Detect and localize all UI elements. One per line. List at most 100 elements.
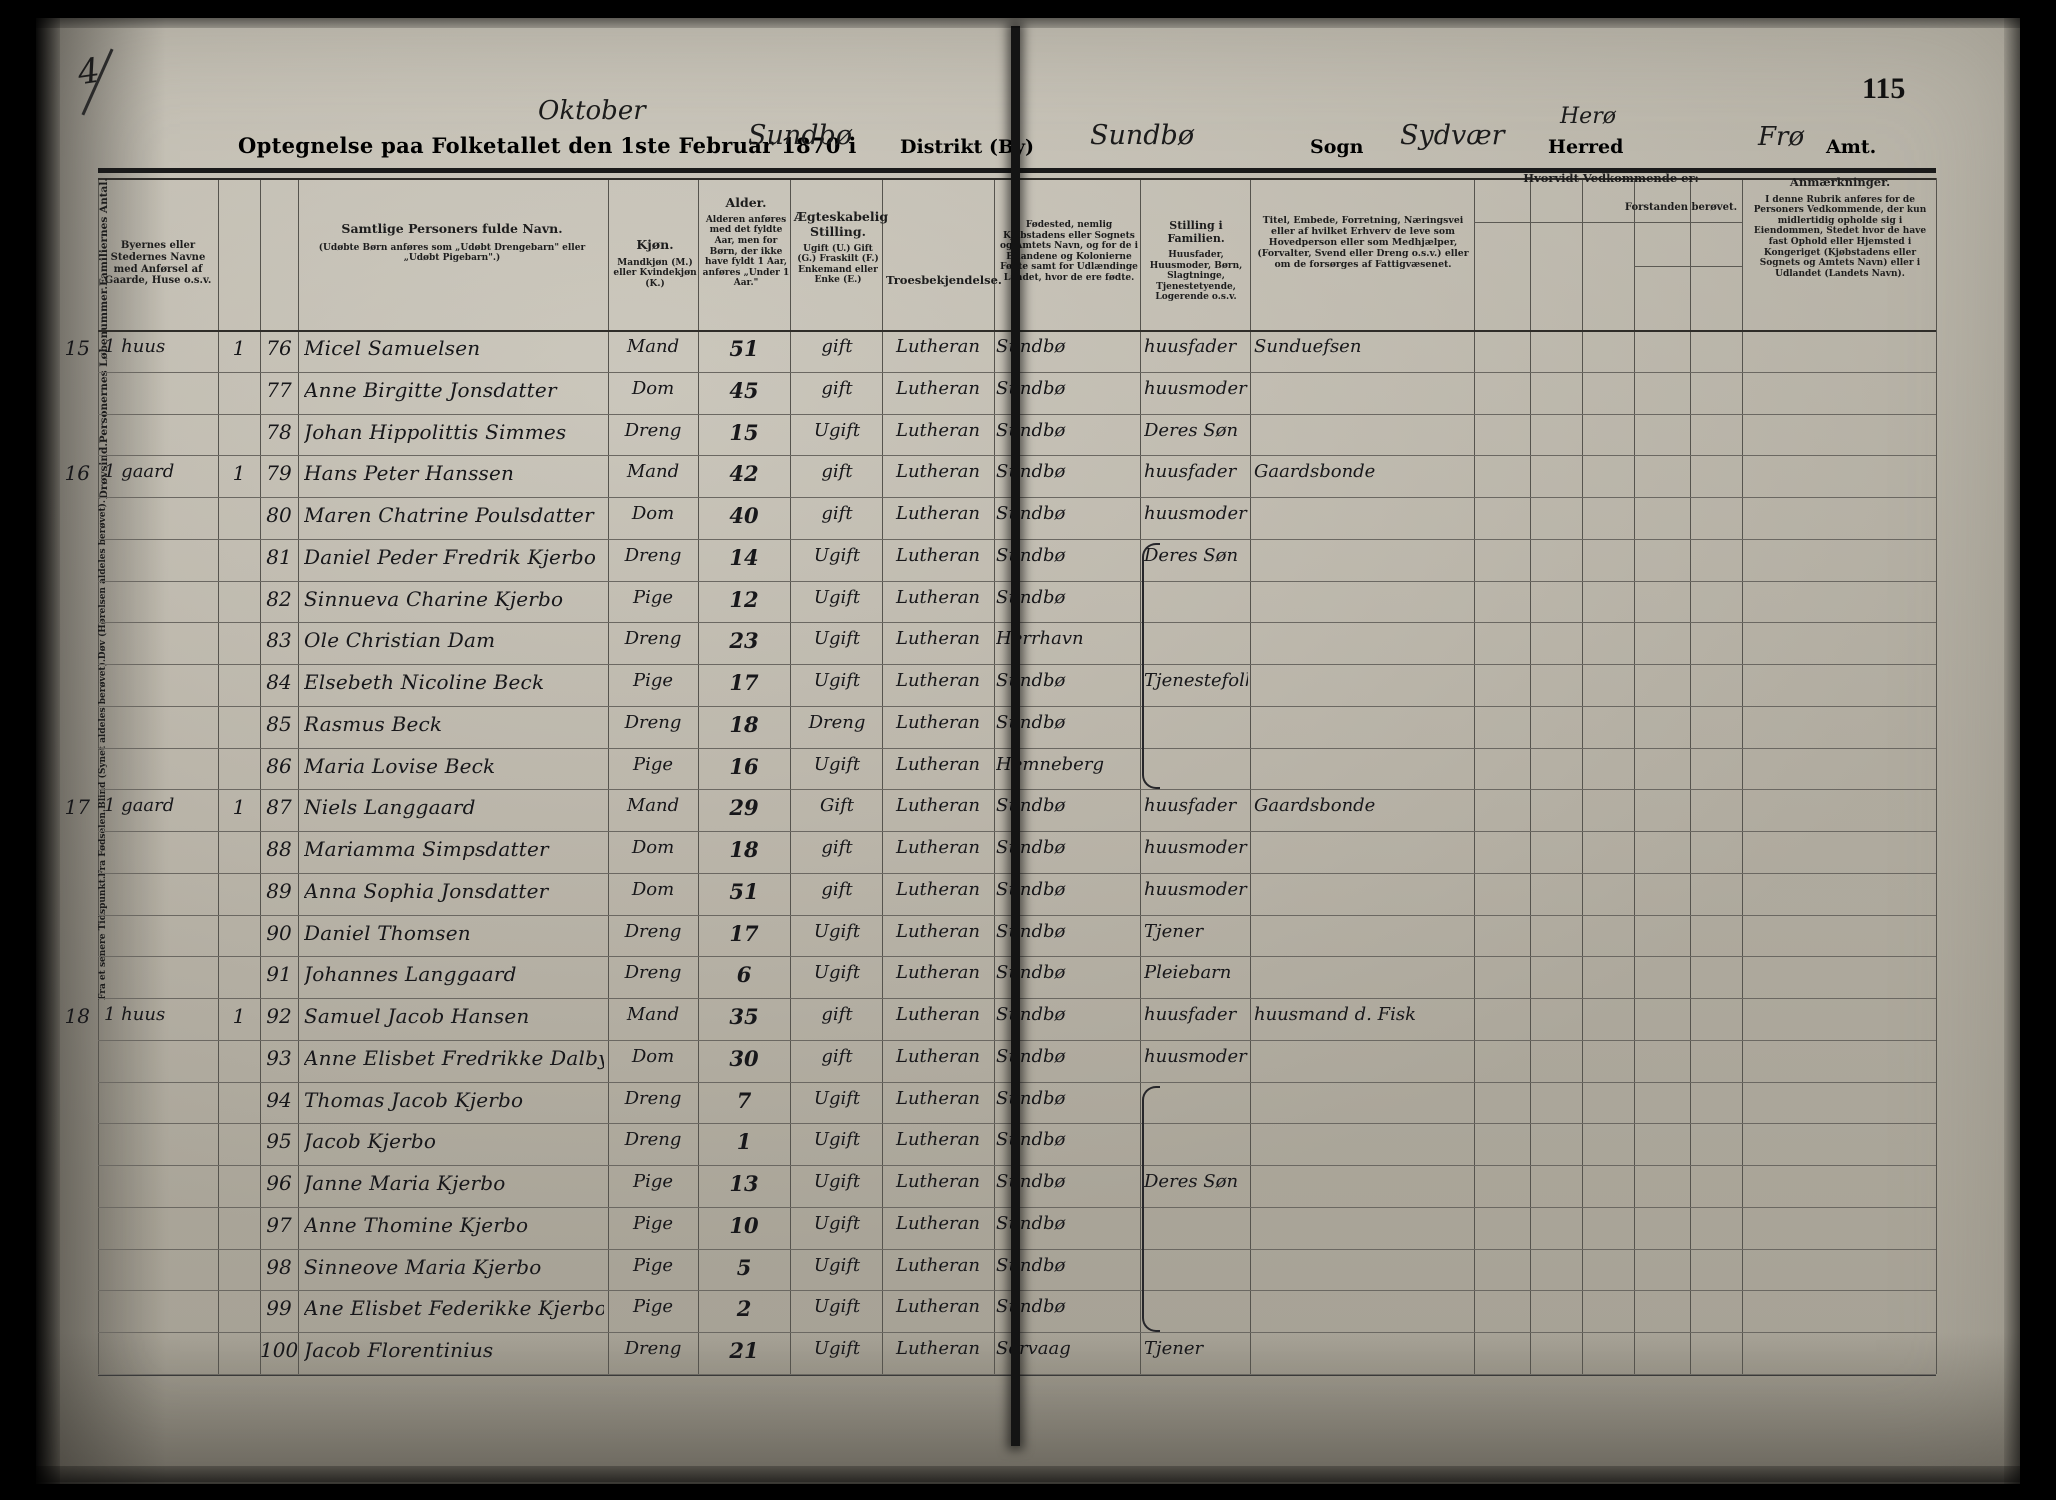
table-cell: Pige — [632, 1171, 674, 1193]
table-cell: Tjenestefolk — [1144, 670, 1248, 692]
table-cell: Pige — [632, 1212, 674, 1234]
table-cell: Daniel Peder Fredrik Kjerbo — [304, 544, 597, 569]
table-cell: 18 — [729, 711, 759, 737]
title-correction-oktober: Oktober — [538, 96, 646, 126]
parish-value: Sundbø — [1090, 120, 1195, 151]
table-cell: Dreng — [624, 1087, 682, 1109]
table-cell: 100 — [260, 1338, 298, 1363]
table-cell: Dom — [631, 503, 675, 525]
table-cell: 1 — [232, 795, 246, 820]
table-cell: Sinneove Maria Kjerbo — [304, 1254, 542, 1279]
table-cell: Rasmus Beck — [304, 711, 443, 736]
table-cell: Sunduefsen — [1254, 336, 1362, 357]
table-cell: Pige — [632, 1254, 674, 1276]
table-cell: Dreng — [624, 1129, 682, 1151]
header-family-count: Familiernes Antal. — [98, 178, 110, 286]
table-cell: huusmoder — [1144, 878, 1247, 900]
table-cell: Ugift — [813, 670, 861, 692]
scan-edge-right — [2004, 0, 2056, 1500]
table-cell: 13 — [729, 1171, 759, 1197]
table-cell: 88 — [266, 837, 292, 862]
table-cell: Micel Samuelsen — [304, 336, 481, 360]
table-cell: 1 — [232, 1004, 246, 1029]
table-cell: 42 — [729, 461, 759, 487]
table-cell: Maren Chatrine Poulsdatter — [304, 503, 594, 528]
table-cell: Dreng — [624, 962, 682, 984]
table-cell: 97 — [266, 1212, 292, 1237]
header-cond-blind: Blind (Synet aldeles berøvet). — [98, 658, 108, 809]
table-cell: Lutheran — [896, 628, 980, 650]
table-cell: 91 — [266, 962, 292, 987]
table-cell: Ugift — [813, 1129, 861, 1151]
farm-number: 17 — [64, 795, 90, 820]
table-cell: huusfader — [1144, 795, 1237, 817]
table-cell: 1 — [232, 461, 246, 486]
table-cell: huusfader — [1144, 336, 1237, 357]
table-cell: 95 — [266, 1129, 292, 1154]
table-cell: Lutheran — [896, 795, 980, 817]
table-cell: 17 — [729, 670, 759, 696]
table-cell: Lutheran — [896, 920, 980, 942]
idiot-subheader-rule — [1634, 266, 1742, 267]
table-cell: gift — [821, 503, 853, 525]
header-cond-deaf: Døv (Hørelsen aldeles berøvet). — [98, 499, 108, 659]
header-remarks: Anmærkninger. I denne Rubrik anføres for… — [1753, 175, 1927, 279]
table-cell: 6 — [736, 962, 752, 988]
parish-label: Sogn — [1310, 136, 1364, 158]
table-cell: huusmand d. Fisk — [1254, 1004, 1417, 1026]
column-divider — [608, 178, 609, 1374]
header-condition-group: Hvorvidt Vedkommende er: — [1523, 171, 1699, 185]
column-divider — [1530, 178, 1531, 1374]
municipality-value: Sydvær — [1400, 120, 1505, 151]
table-cell: 51 — [729, 878, 759, 904]
table-cell: Maria Lovise Beck — [304, 753, 496, 778]
table-cell: huusfader — [1144, 1004, 1237, 1026]
district-value: Sundbø — [748, 120, 853, 151]
column-divider — [698, 178, 699, 1374]
table-cell: 1 — [232, 336, 246, 360]
table-cell: Dreng — [624, 419, 682, 441]
table-cell: Lutheran — [896, 419, 980, 441]
table-cell: gift — [821, 1004, 853, 1026]
column-divider — [298, 178, 299, 1374]
table-cell: Lutheran — [896, 336, 980, 357]
header-family-position: Stilling i Familien. Huusfader, Huusmode… — [1149, 219, 1243, 303]
table-cell: Ugift — [813, 1254, 861, 1276]
table-cell: Ugift — [813, 544, 861, 566]
column-divider — [1474, 178, 1475, 1374]
table-cell: 76 — [266, 336, 292, 360]
column-divider — [1582, 178, 1583, 1374]
table-cell: Dreng — [624, 544, 682, 566]
table-cell: Mand — [626, 1004, 680, 1026]
column-divider — [98, 178, 99, 1374]
table-cell: Ugift — [813, 628, 861, 650]
table-cell: huusmoder — [1144, 1045, 1247, 1067]
column-divider — [1634, 178, 1635, 1374]
table-cell: 1 — [736, 1129, 752, 1155]
table-cell: Ane Elisbet Federikke Kjerbo — [304, 1296, 604, 1321]
table-cell: 99 — [266, 1296, 292, 1321]
table-cell: 1 gaard — [104, 461, 175, 483]
table-cell: 96 — [266, 1171, 292, 1196]
header-person-number: Personernes Løbenummer. — [98, 285, 110, 444]
table-cell: 45 — [729, 377, 759, 403]
table-cell: Dreng — [624, 1338, 682, 1360]
table-cell: Mand — [626, 461, 680, 483]
table-cell: 35 — [729, 1004, 759, 1030]
table-cell: Ugift — [813, 1296, 861, 1318]
table-cell: Pige — [632, 753, 674, 775]
table-cell: 10 — [729, 1212, 759, 1238]
municipality-correction: Herø — [1560, 104, 1616, 129]
table-cell: 87 — [266, 795, 292, 820]
table-cell: Jacob Florentinius — [304, 1338, 494, 1363]
table-cell: Dom — [631, 377, 675, 399]
table-cell: 93 — [266, 1045, 292, 1070]
table-cell: 51 — [729, 336, 759, 361]
table-cell: Ugift — [813, 1212, 861, 1234]
table-cell: 77 — [266, 377, 292, 402]
table-cell: 80 — [266, 503, 292, 528]
table-cell: Pige — [632, 586, 674, 608]
table-cell: Anna Sophia Jonsdatter — [304, 878, 549, 903]
paper-sheet — [36, 18, 2020, 1484]
table-cell: 94 — [266, 1087, 292, 1112]
